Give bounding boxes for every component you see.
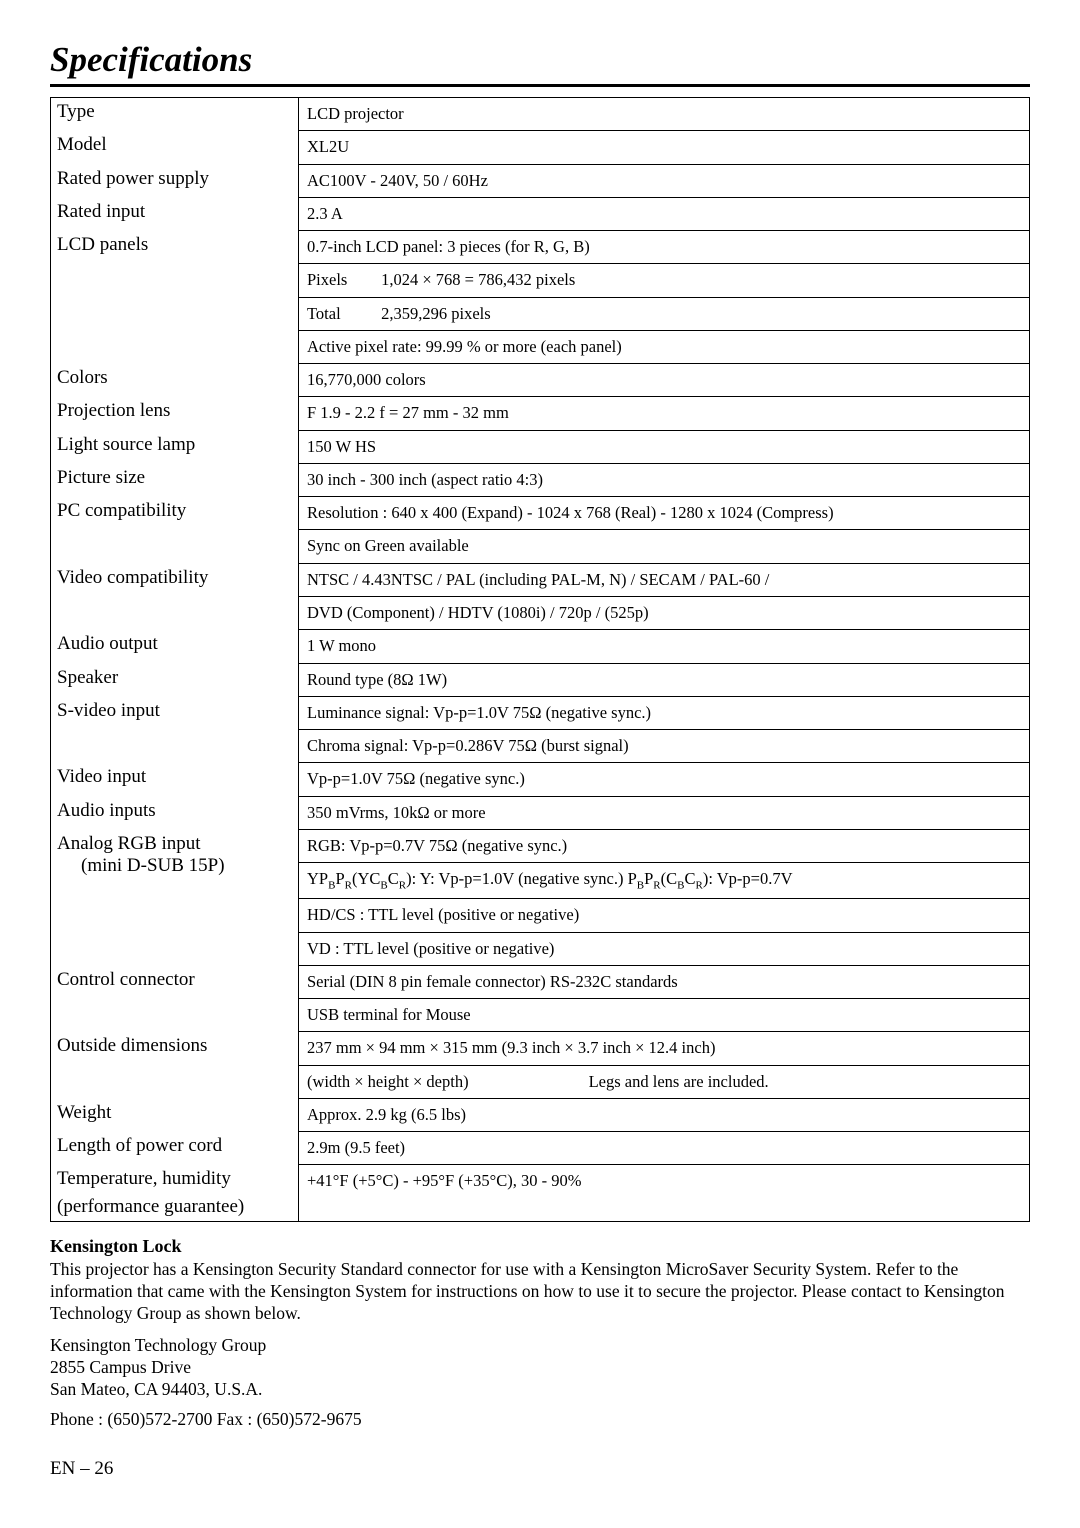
spec-label: Weight bbox=[51, 1099, 299, 1132]
spec-values: NTSC / 4.43NTSC / PAL (including PAL-M, … bbox=[299, 564, 1030, 631]
spec-values: Serial (DIN 8 pin female connector) RS-2… bbox=[299, 966, 1030, 1033]
spec-value-line: Total 2,359,296 pixels bbox=[299, 298, 1029, 331]
spec-values: 16,770,000 colors bbox=[299, 364, 1030, 397]
spec-values: 2.3 A bbox=[299, 198, 1030, 231]
spec-value-line: 1 W mono bbox=[299, 630, 1029, 663]
spec-label: S-video input bbox=[51, 697, 299, 764]
spec-label: Rated power supply bbox=[51, 165, 299, 198]
spec-values: AC100V - 240V, 50 / 60Hz bbox=[299, 165, 1030, 198]
spec-value-line: Approx. 2.9 kg (6.5 lbs) bbox=[299, 1099, 1029, 1132]
addr-line3: San Mateo, CA 94403, U.S.A. bbox=[50, 1379, 262, 1399]
spec-value-line: Pixels 1,024 × 768 = 786,432 pixels bbox=[299, 264, 1029, 297]
spec-value-line: Serial (DIN 8 pin female connector) RS-2… bbox=[299, 966, 1029, 999]
spec-values: Resolution : 640 x 400 (Expand) - 1024 x… bbox=[299, 497, 1030, 564]
spec-values: XL2U bbox=[299, 131, 1030, 164]
spec-label: Speaker bbox=[51, 664, 299, 697]
spec-value-line: Active pixel rate: 99.99 % or more (each… bbox=[299, 331, 1029, 364]
spec-value-line: Luminance signal: Vp-p=1.0V 75Ω (negativ… bbox=[299, 697, 1029, 730]
spec-value-line: YPBPR(YCBCR): Y: Vp-p=1.0V (negative syn… bbox=[299, 863, 1029, 899]
spec-value-line: (width × height × depth)Legs and lens ar… bbox=[299, 1066, 1029, 1099]
spec-value-line: HD/CS : TTL level (positive or negative) bbox=[299, 899, 1029, 932]
spec-label: Video input bbox=[51, 763, 299, 796]
spec-value-line: Vp-p=1.0V 75Ω (negative sync.) bbox=[299, 763, 1029, 796]
spec-value-line: 0.7-inch LCD panel: 3 pieces (for R, G, … bbox=[299, 231, 1029, 264]
spec-value-line: DVD (Component) / HDTV (1080i) / 720p / … bbox=[299, 597, 1029, 630]
spec-values: 1 W mono bbox=[299, 630, 1030, 663]
spec-value-line: 16,770,000 colors bbox=[299, 364, 1029, 397]
spec-value-line: 2.9m (9.5 feet) bbox=[299, 1132, 1029, 1165]
spec-values: 150 W HS bbox=[299, 431, 1030, 464]
spec-values: Approx. 2.9 kg (6.5 lbs) bbox=[299, 1099, 1030, 1132]
spec-value-line: 2.3 A bbox=[299, 198, 1029, 231]
spec-values: +41°F (+5°C) - +95°F (+35°C), 30 - 90% bbox=[299, 1165, 1030, 1222]
spec-label: Analog RGB input(mini D-SUB 15P) bbox=[51, 830, 299, 966]
kensington-phone: Phone : (650)572-2700 Fax : (650)572-967… bbox=[50, 1409, 1030, 1430]
spec-label: Control connector bbox=[51, 966, 299, 1033]
spec-value-line: USB terminal for Mouse bbox=[299, 999, 1029, 1032]
spec-label: Light source lamp bbox=[51, 431, 299, 464]
kensington-address: Kensington Technology Group 2855 Campus … bbox=[50, 1335, 1030, 1401]
spec-label: Outside dimensions bbox=[51, 1032, 299, 1099]
spec-label: LCD panels bbox=[51, 231, 299, 364]
kensington-body: This projector has a Kensington Security… bbox=[50, 1259, 1030, 1325]
spec-value-line: Chroma signal: Vp-p=0.286V 75Ω (burst si… bbox=[299, 730, 1029, 763]
title-rule bbox=[50, 84, 1030, 87]
spec-value-line: 150 W HS bbox=[299, 431, 1029, 464]
spec-value-line: RGB: Vp-p=0.7V 75Ω (negative sync.) bbox=[299, 830, 1029, 863]
spec-label: Type bbox=[51, 98, 299, 132]
spec-values: LCD projector bbox=[299, 98, 1030, 132]
spec-values: F 1.9 - 2.2 f = 27 mm - 32 mm bbox=[299, 397, 1030, 430]
spec-values: Luminance signal: Vp-p=1.0V 75Ω (negativ… bbox=[299, 697, 1030, 764]
spec-label: Audio output bbox=[51, 630, 299, 663]
spec-values: Round type (8Ω 1W) bbox=[299, 664, 1030, 697]
spec-label: Audio inputs bbox=[51, 797, 299, 830]
spec-value-line: AC100V - 240V, 50 / 60Hz bbox=[299, 165, 1029, 198]
spec-value-line: 30 inch - 300 inch (aspect ratio 4:3) bbox=[299, 464, 1029, 497]
spec-label: Picture size bbox=[51, 464, 299, 497]
page-title: Specifications bbox=[50, 40, 1030, 80]
spec-value-line: +41°F (+5°C) - +95°F (+35°C), 30 - 90% bbox=[299, 1165, 1029, 1197]
spec-values: 2.9m (9.5 feet) bbox=[299, 1132, 1030, 1165]
page-number: EN – 26 bbox=[50, 1458, 1030, 1480]
spec-label: Rated input bbox=[51, 198, 299, 231]
spec-values: RGB: Vp-p=0.7V 75Ω (negative sync.)YPBPR… bbox=[299, 830, 1030, 966]
spec-value-line: Resolution : 640 x 400 (Expand) - 1024 x… bbox=[299, 497, 1029, 530]
spec-label: PC compatibility bbox=[51, 497, 299, 564]
spec-values: 350 mVrms, 10kΩ or more bbox=[299, 797, 1030, 830]
spec-label: Video compatibility bbox=[51, 564, 299, 631]
spec-label: Model bbox=[51, 131, 299, 164]
spec-value-line: Round type (8Ω 1W) bbox=[299, 664, 1029, 697]
spec-value-line: LCD projector bbox=[299, 98, 1029, 131]
addr-line1: Kensington Technology Group bbox=[50, 1335, 266, 1355]
spec-value-line: F 1.9 - 2.2 f = 27 mm - 32 mm bbox=[299, 397, 1029, 430]
spec-values: 0.7-inch LCD panel: 3 pieces (for R, G, … bbox=[299, 231, 1030, 364]
spec-value-line: 237 mm × 94 mm × 315 mm (9.3 inch × 3.7 … bbox=[299, 1032, 1029, 1065]
spec-label: Projection lens bbox=[51, 397, 299, 430]
spec-label: Temperature, humidity(performance guaran… bbox=[51, 1165, 299, 1222]
spec-value-line: VD : TTL level (positive or negative) bbox=[299, 933, 1029, 966]
spec-value-line: Sync on Green available bbox=[299, 530, 1029, 563]
spec-values: Vp-p=1.0V 75Ω (negative sync.) bbox=[299, 763, 1030, 796]
spec-label: Colors bbox=[51, 364, 299, 397]
spec-value-line: XL2U bbox=[299, 131, 1029, 164]
spec-label: Length of power cord bbox=[51, 1132, 299, 1165]
spec-value-line: NTSC / 4.43NTSC / PAL (including PAL-M, … bbox=[299, 564, 1029, 597]
specifications-table: TypeLCD projectorModelXL2URated power su… bbox=[50, 97, 1030, 1222]
spec-values: 30 inch - 300 inch (aspect ratio 4:3) bbox=[299, 464, 1030, 497]
kensington-head: Kensington Lock bbox=[50, 1236, 1030, 1257]
spec-values: 237 mm × 94 mm × 315 mm (9.3 inch × 3.7 … bbox=[299, 1032, 1030, 1099]
spec-value-line: 350 mVrms, 10kΩ or more bbox=[299, 797, 1029, 830]
addr-line2: 2855 Campus Drive bbox=[50, 1357, 191, 1377]
